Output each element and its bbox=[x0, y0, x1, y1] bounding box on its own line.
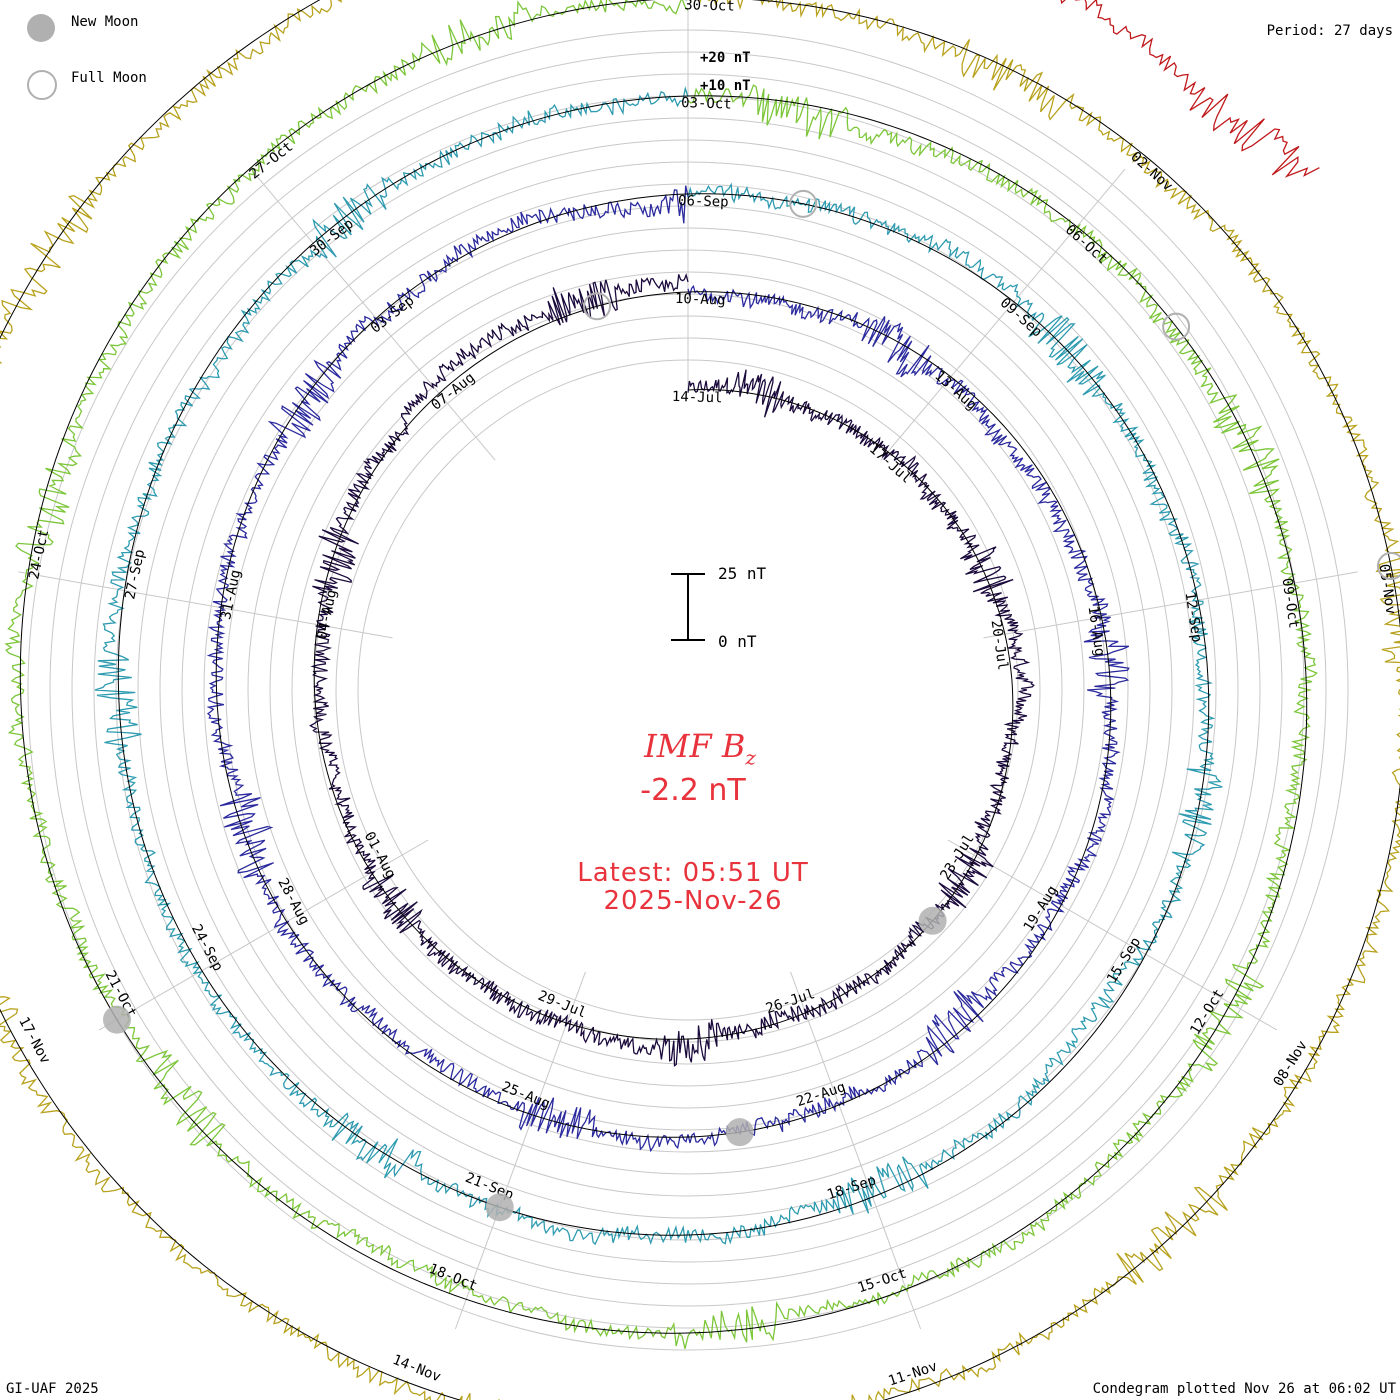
new-moon-marker bbox=[918, 906, 947, 935]
radial-spokes bbox=[18, 10, 1358, 1330]
date-label: 09-Oct bbox=[1279, 577, 1302, 629]
scale-bottom-label: 0 nT bbox=[718, 632, 757, 651]
date-label: 03-Sep bbox=[368, 293, 418, 337]
date-label: 14-Nov bbox=[390, 1352, 443, 1386]
date-label: 11-Nov bbox=[886, 1359, 939, 1390]
new-moon-legend-label: New Moon bbox=[71, 14, 139, 30]
moon-markers bbox=[103, 189, 1400, 1222]
full-moon-marker bbox=[789, 189, 818, 218]
full-moon-marker bbox=[1376, 552, 1400, 581]
ring-label: +20 nT bbox=[700, 50, 751, 66]
ring-label: +10 nT bbox=[700, 78, 751, 94]
full-moon-marker bbox=[583, 292, 612, 321]
date-label: 06-Sep bbox=[678, 193, 729, 211]
plotted-timestamp: Condegram plotted Nov 26 at 06:02 UT bbox=[1092, 1381, 1396, 1397]
date-label: 30-Oct bbox=[684, 0, 735, 15]
latest-value: -2.2 nT bbox=[640, 773, 746, 808]
date-label: 17-Nov bbox=[15, 1014, 53, 1066]
grid-ring bbox=[313, 315, 1063, 1065]
new-moon-marker bbox=[103, 1005, 132, 1034]
full-moon-legend-label: Full Moon bbox=[71, 70, 147, 86]
spoke-line bbox=[790, 971, 922, 1330]
spoke-line bbox=[18, 571, 393, 639]
spoke-line bbox=[250, 168, 496, 461]
new-moon-marker bbox=[485, 1193, 514, 1222]
date-label: 31-Aug bbox=[218, 568, 244, 621]
date-label: 03-Oct bbox=[681, 95, 732, 113]
latest-time: Latest: 05:51 UT bbox=[577, 858, 809, 888]
date-label: 07-Aug bbox=[428, 370, 478, 414]
date-label: 09-Sep bbox=[997, 295, 1045, 341]
date-label: 15-Sep bbox=[1104, 935, 1144, 986]
full-moon-legend-icon bbox=[27, 70, 57, 100]
full-moon-marker bbox=[1162, 312, 1191, 341]
date-label: 27-Sep bbox=[122, 548, 148, 601]
grid-ring bbox=[291, 293, 1085, 1087]
date-label: 08-Nov bbox=[1271, 1038, 1311, 1089]
date-label: 17-Jul bbox=[866, 441, 914, 487]
chart-title-main: IMF B bbox=[644, 727, 746, 765]
chart-title: IMF Bz bbox=[0, 727, 1400, 769]
ring-labels: +20 nT +10 nT bbox=[700, 50, 751, 94]
date-label: 27-Oct bbox=[247, 139, 297, 183]
scale-top-label: 25 nT bbox=[718, 564, 767, 583]
spoke-line bbox=[454, 971, 586, 1330]
spoke-line bbox=[880, 168, 1126, 461]
date-label: 24-Sep bbox=[188, 922, 226, 974]
date-label: 26-Jul bbox=[764, 986, 817, 1017]
date-label: 06-Oct bbox=[1062, 222, 1110, 268]
latest-date: 2025-Nov-26 bbox=[603, 886, 783, 916]
chart-title-subscript: z bbox=[745, 745, 756, 770]
spoke-line bbox=[947, 839, 1278, 1031]
date-label: 20-Jul bbox=[987, 619, 1010, 671]
date-label: 10-Aug bbox=[675, 291, 726, 309]
date-label: 04-Aug bbox=[314, 588, 340, 641]
credit-label: GI-UAF 2025 bbox=[6, 1381, 99, 1397]
spoke-line bbox=[983, 571, 1358, 639]
new-moon-marker bbox=[725, 1118, 754, 1147]
date-label: 24-Oct bbox=[26, 528, 52, 581]
date-label: 02-Nov bbox=[1127, 149, 1175, 195]
date-label: 14-Jul bbox=[672, 389, 723, 407]
grid-ring bbox=[335, 337, 1041, 1043]
date-label: 18-Sep bbox=[825, 1172, 878, 1203]
date-label: 12-Sep bbox=[1182, 591, 1205, 643]
trace-rotation-2 bbox=[206, 185, 1130, 1153]
trace-rotation-4 bbox=[4, 0, 1318, 1349]
period-label: Period: 27 days bbox=[1266, 23, 1393, 39]
date-label: 16-Aug bbox=[1085, 605, 1108, 657]
new-moon-legend-icon bbox=[27, 14, 55, 42]
scale-bar bbox=[671, 573, 705, 641]
trace-rotation-6 bbox=[1060, 0, 1320, 178]
